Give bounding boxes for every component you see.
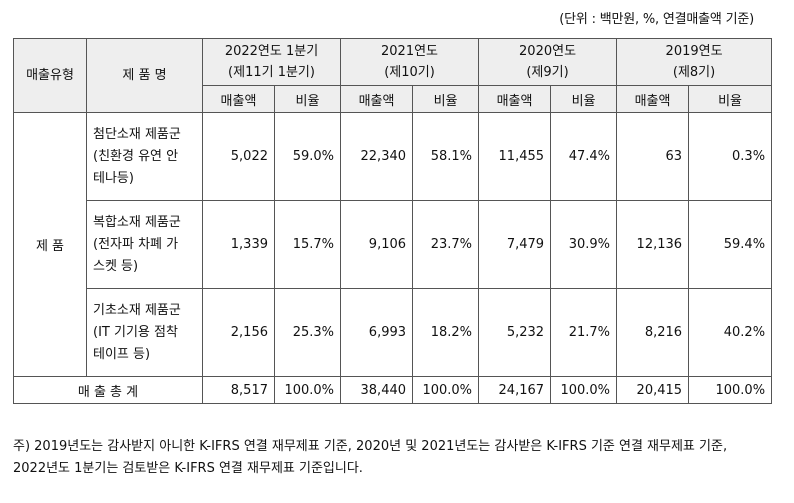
sales-cell: 8,216 (616, 288, 690, 377)
header-sales: 매출액 (202, 85, 275, 113)
header-period-2022q1: 2022연도 1분기 (제11기 1분기) (201, 38, 342, 86)
sales-cell: 11,455 (478, 112, 552, 201)
header-sales: 매출액 (616, 85, 690, 113)
product-name-line: 테이프 등) (93, 346, 151, 362)
header-period-label: 2019연도 (665, 44, 723, 59)
product-name-line: (친환경 유연 안 (93, 148, 179, 164)
header-period-term: (제10기) (384, 65, 435, 80)
sales-cell: 7,479 (478, 200, 552, 289)
table-row: 제 품 첨단소재 제품군 (친환경 유연 안 테나등) 5,022 59.0% … (13, 112, 773, 377)
total-ratio-cell: 100.0% (273, 376, 342, 404)
total-sales-cell: 8,517 (202, 376, 275, 404)
total-sales-cell: 24,167 (478, 376, 552, 404)
header-sales: 매출액 (478, 85, 552, 113)
footnote: 주) 2019년도는 감사받지 아니한 K-IFRS 연결 재무제표 기준, 2… (13, 439, 728, 476)
header-period-2021: 2021연도 (제10기) (340, 38, 480, 86)
table-row: 기초소재 제품군 (IT 기기용 점착 테이프 등) 2,156 25.3% 6… (14, 288, 773, 377)
product-name-cell: 복합소재 제품군 (전자파 차폐 가 스켓 등) (86, 200, 203, 289)
total-sales-cell: 20,415 (616, 376, 690, 404)
total-ratio-cell: 100.0% (550, 376, 618, 404)
ratio-cell: 0.3% (688, 112, 773, 201)
header-period-term: (제11기 1분기) (228, 65, 315, 80)
ratio-cell: 47.4% (550, 112, 618, 201)
product-name-line: 테나등) (93, 170, 134, 186)
header-period-term: (제8기) (672, 65, 716, 80)
table-row: 복합소재 제품군 (전자파 차폐 가 스켓 등) 1,339 15.7% 9,1… (14, 200, 773, 289)
header-sales-type: 매출유형 (13, 38, 87, 113)
product-name-line: (IT 기기용 점착 (93, 324, 178, 340)
product-name-line: (전자파 차폐 가 (93, 236, 179, 252)
product-name-line: 기초소재 제품군 (93, 302, 181, 318)
header-ratio: 비율 (550, 85, 618, 113)
sales-by-product-table: 매출유형 제 품 명 2022연도 1분기 (제11기 1분기) 2021연도 … (13, 38, 773, 404)
header-product-name: 제 품 명 (86, 38, 203, 113)
ratio-cell: 59.4% (688, 200, 773, 289)
header-period-label: 2021연도 (381, 44, 439, 59)
sales-cell: 9,106 (340, 200, 414, 289)
sales-cell: 6,993 (340, 288, 414, 377)
ratio-cell: 30.9% (550, 200, 618, 289)
ratio-cell: 58.1% (412, 112, 480, 201)
unit-note: (단위 : 백만원, %, 연결매출액 기준) (559, 12, 754, 27)
product-name-line: 스켓 등) (93, 258, 139, 274)
ratio-cell: 40.2% (688, 288, 773, 377)
header-period-label: 2020연도 (519, 44, 577, 59)
header-ratio: 비율 (273, 85, 342, 113)
sales-cell: 22,340 (340, 112, 414, 201)
total-label: 매 출 총 계 (13, 376, 203, 404)
product-name-cell: 기초소재 제품군 (IT 기기용 점착 테이프 등) (86, 288, 203, 377)
sales-cell: 5,232 (478, 288, 552, 377)
category-cell: 제 품 (13, 112, 87, 377)
total-sales-cell: 38,440 (340, 376, 414, 404)
ratio-cell: 21.7% (550, 288, 618, 377)
ratio-cell: 23.7% (412, 200, 480, 289)
header-ratio: 비율 (688, 85, 773, 113)
product-name-line: 복합소재 제품군 (93, 214, 181, 230)
ratio-cell: 59.0% (273, 112, 342, 201)
total-ratio-cell: 100.0% (412, 376, 480, 404)
sales-cell: 5,022 (202, 112, 275, 201)
total-row: 매 출 총 계 8,517 100.0% 38,440 100.0% 24,16… (13, 376, 773, 404)
product-name-cell: 첨단소재 제품군 (친환경 유연 안 테나등) (86, 112, 203, 201)
sales-cell: 12,136 (616, 200, 690, 289)
ratio-cell: 25.3% (273, 288, 342, 377)
ratio-cell: 18.2% (412, 288, 480, 377)
product-name-line: 첨단소재 제품군 (93, 126, 181, 142)
sales-cell: 1,339 (202, 200, 275, 289)
header-period-term: (제9기) (526, 65, 569, 80)
total-ratio-cell: 100.0% (688, 376, 773, 404)
header-ratio: 비율 (412, 85, 480, 113)
header-period-2019: 2019연도 (제8기) (616, 38, 773, 86)
ratio-cell: 15.7% (273, 200, 342, 289)
header-sales: 매출액 (340, 85, 414, 113)
sales-cell: 63 (616, 112, 690, 201)
header-period-label: 2022연도 1분기 (224, 44, 319, 59)
header-period-2020: 2020연도 (제9기) (478, 38, 618, 86)
sales-cell: 2,156 (202, 288, 275, 377)
